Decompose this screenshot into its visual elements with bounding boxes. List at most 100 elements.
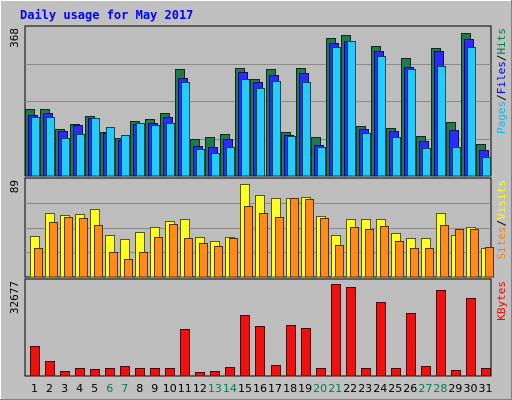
bar-kbytes-day-26: [406, 313, 416, 377]
bar-sites-day-14: [229, 238, 238, 278]
bar-pages-day-23: [362, 133, 371, 177]
bar-kbytes-day-5: [90, 369, 100, 377]
legend: Pages/Files/Hits: [495, 28, 508, 134]
bar-kbytes-day-24: [376, 302, 386, 377]
day-label-31: 31: [479, 382, 493, 395]
bar-pages-day-18: [287, 136, 296, 177]
visits-panel: 89 Sites/Visits: [8, 177, 508, 278]
day-label-9: 9: [151, 382, 158, 395]
bar-kbytes-day-11: [180, 329, 190, 377]
bar-kbytes-day-25: [391, 368, 401, 377]
legend-entry: Visits: [495, 180, 508, 220]
bar-kbytes-day-17: [271, 365, 281, 377]
bar-kbytes-day-27: [421, 366, 431, 377]
bar-pages-day-10: [166, 123, 175, 177]
day-label-18: 18: [283, 382, 297, 395]
day-axis-labels: 1 2 3 4 5 6 7 8 9 10 11 12 13 14 15 16 17 18 19 20 21 22 23 24 2…: [31, 382, 493, 395]
bar-sites-day-21: [335, 245, 344, 278]
day-label-12: 12: [193, 382, 207, 395]
bar-pages-day-3: [61, 138, 70, 177]
bar-sites-day-28: [440, 225, 449, 278]
bar-pages-day-16: [256, 88, 265, 177]
bar-kbytes-day-8: [135, 368, 145, 377]
bar-pages-day-9: [151, 125, 160, 177]
bar-sites-day-4: [79, 218, 88, 278]
bar-sites-day-26: [410, 248, 419, 278]
bar-pages-day-15: [241, 79, 250, 177]
bar-sites-day-17: [275, 217, 284, 278]
day-label-13: 13: [208, 382, 222, 395]
bar-pages-day-8: [136, 123, 145, 177]
bar-sites-day-18: [290, 198, 299, 278]
bar-sites-day-22: [350, 227, 359, 278]
bar-pages-day-2: [46, 117, 55, 177]
day-label-16: 16: [253, 382, 267, 395]
day-label-20: 20: [313, 382, 327, 395]
bar-sites-day-25: [395, 241, 404, 278]
bar-kbytes-day-29: [451, 370, 461, 377]
bar-kbytes-day-4: [75, 368, 85, 377]
bar-sites-day-29: [455, 229, 464, 278]
bar-kbytes-day-28: [436, 290, 446, 377]
bar-kbytes-day-18: [286, 325, 296, 377]
day-label-21: 21: [328, 382, 342, 395]
bar-sites-day-7: [124, 259, 133, 278]
day-label-28: 28: [433, 382, 447, 395]
bar-pages-day-31: [482, 157, 491, 177]
bar-kbytes-day-2: [45, 361, 55, 377]
bar-sites-day-2: [49, 222, 58, 278]
bar-kbytes-day-31: [481, 368, 491, 377]
bar-pages-day-24: [377, 56, 386, 177]
bar-sites-day-3: [64, 217, 73, 278]
bar-kbytes-day-1: [30, 346, 40, 377]
bar-sites-day-19: [305, 199, 314, 278]
bar-sites-day-10: [169, 224, 178, 278]
bar-pages-day-5: [91, 118, 100, 177]
bar-sites-day-11: [184, 238, 193, 278]
bar-pages-day-21: [332, 47, 341, 177]
bar-kbytes-day-9: [150, 368, 160, 377]
bar-pages-day-20: [317, 147, 326, 177]
bar-sites-day-27: [425, 248, 434, 278]
bar-kbytes-day-12: [195, 372, 205, 377]
day-label-30: 30: [464, 382, 478, 395]
bar-kbytes-day-10: [165, 368, 175, 377]
bar-sites-day-5: [94, 225, 103, 278]
bar-kbytes-day-6: [105, 368, 115, 377]
day-label-29: 29: [448, 382, 462, 395]
bar-sites-day-9: [154, 237, 163, 278]
day-label-4: 4: [76, 382, 83, 395]
legend-entry: /: [495, 220, 508, 227]
day-label-14: 14: [223, 382, 237, 395]
bar-sites-day-12: [199, 243, 208, 278]
legend-entry: Files: [495, 61, 508, 94]
day-label-3: 3: [61, 382, 68, 395]
legend: KBytes: [495, 281, 508, 321]
bar-sites-day-16: [259, 213, 268, 278]
bar-sites-day-15: [244, 206, 253, 278]
day-label-23: 23: [358, 382, 372, 395]
bar-sites-day-6: [109, 252, 118, 278]
bar-kbytes-day-20: [316, 368, 326, 377]
bar-pages-day-11: [181, 82, 190, 177]
bar-pages-day-25: [392, 137, 401, 177]
bar-pages-day-14: [226, 147, 235, 177]
bar-pages-day-7: [121, 135, 130, 177]
bar-pages-day-13: [211, 153, 220, 177]
day-label-6: 6: [106, 382, 113, 395]
day-label-19: 19: [298, 382, 312, 395]
bar-pages-day-4: [76, 134, 85, 177]
day-label-24: 24: [373, 382, 387, 395]
bar-pages-day-30: [467, 47, 476, 177]
y-max-label: 89: [8, 180, 21, 193]
bar-sites-day-31: [485, 247, 494, 278]
bar-sites-day-20: [320, 218, 329, 278]
day-label-25: 25: [388, 382, 402, 395]
kbytes-panel: 32677 KBytes: [8, 278, 508, 377]
bar-kbytes-day-19: [301, 328, 311, 377]
bar-sites-day-24: [380, 226, 389, 278]
bar-kbytes-day-30: [466, 298, 476, 377]
day-label-17: 17: [268, 382, 282, 395]
